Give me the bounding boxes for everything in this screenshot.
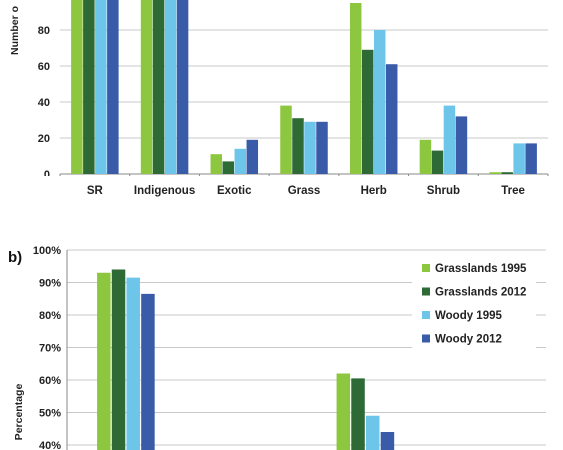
category-label: Grass xyxy=(288,185,321,197)
bar-b-2-0 xyxy=(336,373,351,450)
y-tick-label-b: 100% xyxy=(33,245,61,257)
bar-a-grass-2 xyxy=(304,121,316,174)
category-label: Indigenous xyxy=(134,185,195,197)
bar-a-tree-3 xyxy=(525,143,537,174)
bar-b-2-1 xyxy=(351,378,365,450)
bar-a-sr-3 xyxy=(107,0,119,174)
y-tick-label-a: 40 xyxy=(38,97,50,109)
bar-a-shrub-2 xyxy=(443,105,456,174)
category-label: Exotic xyxy=(217,185,252,197)
y-axis-title-a: Number o xyxy=(9,6,21,55)
legend-label: Grasslands 1995 xyxy=(435,263,527,275)
legend-swatch xyxy=(422,311,430,319)
y-tick-label-b: 90% xyxy=(39,278,61,290)
y-tick-label-a: 0 xyxy=(44,169,50,181)
bar-a-indigenous-3 xyxy=(176,0,189,174)
bar-a-tree-0 xyxy=(489,172,501,174)
bar-a-sr-1 xyxy=(83,0,95,174)
bar-a-herb-2 xyxy=(373,30,386,174)
bar-a-tree-1 xyxy=(501,172,513,174)
category-label: Shrub xyxy=(427,185,460,197)
bar-a-herb-0 xyxy=(349,3,362,174)
bar-b-2-2 xyxy=(365,415,380,450)
y-tick-label-b: 70% xyxy=(39,343,61,355)
bar-a-tree-2 xyxy=(513,143,525,174)
bar-b-0-3 xyxy=(141,293,155,450)
legend-swatch xyxy=(422,334,430,343)
bar-a-indigenous-0 xyxy=(140,0,153,174)
bar-a-shrub-1 xyxy=(431,150,444,174)
bar-a-grass-0 xyxy=(280,105,292,174)
legend-label: Woody 2012 xyxy=(435,334,502,346)
y-tick-label-b: 80% xyxy=(39,310,61,322)
y-tick-label-a: 20 xyxy=(38,133,50,145)
chart-b: b) 40% 50% 60% 70% 80% 90% 100% Percentage xyxy=(8,245,546,450)
bar-a-grass-1 xyxy=(292,118,304,174)
y-axis-title-b: Percentage xyxy=(13,384,25,441)
legend-box xyxy=(412,257,536,357)
y-tick-label-a: 60 xyxy=(38,61,50,73)
y-tick-label-b: 40% xyxy=(39,440,61,450)
bar-a-herb-1 xyxy=(361,49,374,174)
legend-label: Woody 1995 xyxy=(435,310,502,322)
bar-a-shrub-3 xyxy=(455,116,468,174)
bar-a-indigenous-2 xyxy=(164,0,177,174)
panel-label-b: b) xyxy=(8,249,22,266)
bar-a-exotic-2 xyxy=(234,148,247,174)
legend-swatch xyxy=(422,264,430,272)
bar-a-sr-2 xyxy=(95,0,107,174)
y-tick-label-a: 80 xyxy=(38,25,50,37)
bar-a-sr-0 xyxy=(71,0,83,174)
category-label: SR xyxy=(87,185,104,197)
bar-b-0-1 xyxy=(111,269,126,450)
legend-swatch xyxy=(422,287,430,296)
bar-a-exotic-1 xyxy=(222,161,235,174)
legend: Grasslands 1995 Grasslands 2012 Woody 1995… xyxy=(412,257,536,357)
bar-a-herb-3 xyxy=(385,64,398,174)
y-tick-label-b: 50% xyxy=(39,408,61,420)
chart-a: 0 20 40 60 80 Number o xyxy=(9,0,549,181)
category-label: Herb xyxy=(361,185,387,197)
bar-b-0-2 xyxy=(126,277,140,450)
bar-a-exotic-3 xyxy=(246,139,259,174)
bar-a-exotic-0 xyxy=(210,154,223,174)
bar-b-0-0 xyxy=(97,272,111,450)
bar-b-2-3 xyxy=(380,432,395,450)
bar-a-indigenous-1 xyxy=(152,0,165,174)
bar-a-grass-3 xyxy=(316,121,328,174)
y-tick-label-b: 60% xyxy=(39,375,61,387)
legend-label: Grasslands 2012 xyxy=(435,287,526,299)
bar-a-shrub-0 xyxy=(419,139,432,174)
category-label: Tree xyxy=(501,185,525,197)
